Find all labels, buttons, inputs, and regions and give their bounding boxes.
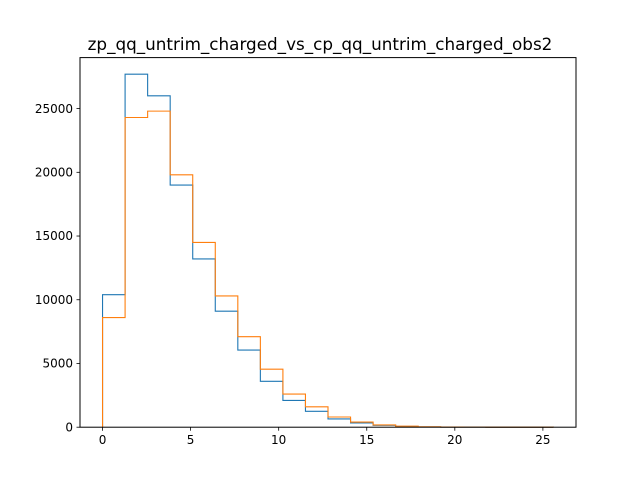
x-tick-label: 0 [99, 433, 107, 447]
plot-frame [79, 57, 577, 428]
y-tick-label: 20000 [35, 166, 73, 180]
y-tick-label: 25000 [35, 102, 73, 116]
y-tick-label: 15000 [35, 229, 73, 243]
x-tick-label: 10 [271, 433, 286, 447]
x-tick-label: 25 [535, 433, 550, 447]
chart-title: zp_qq_untrim_charged_vs_cp_qq_untrim_cha… [88, 34, 553, 55]
plot-series [101, 73, 555, 428]
y-tick-label: 5000 [42, 357, 73, 371]
histogram-series-2 [101, 110, 555, 428]
x-axis: 0 5 10 15 20 25 [99, 427, 551, 447]
x-tick-label: 15 [359, 433, 374, 447]
y-tick-label: 0 [65, 420, 73, 434]
y-axis: 0 5000 10000 15000 20000 25000 [35, 102, 80, 434]
x-tick-label: 5 [187, 433, 195, 447]
y-tick-label: 10000 [35, 293, 73, 307]
x-tick-label: 20 [447, 433, 462, 447]
